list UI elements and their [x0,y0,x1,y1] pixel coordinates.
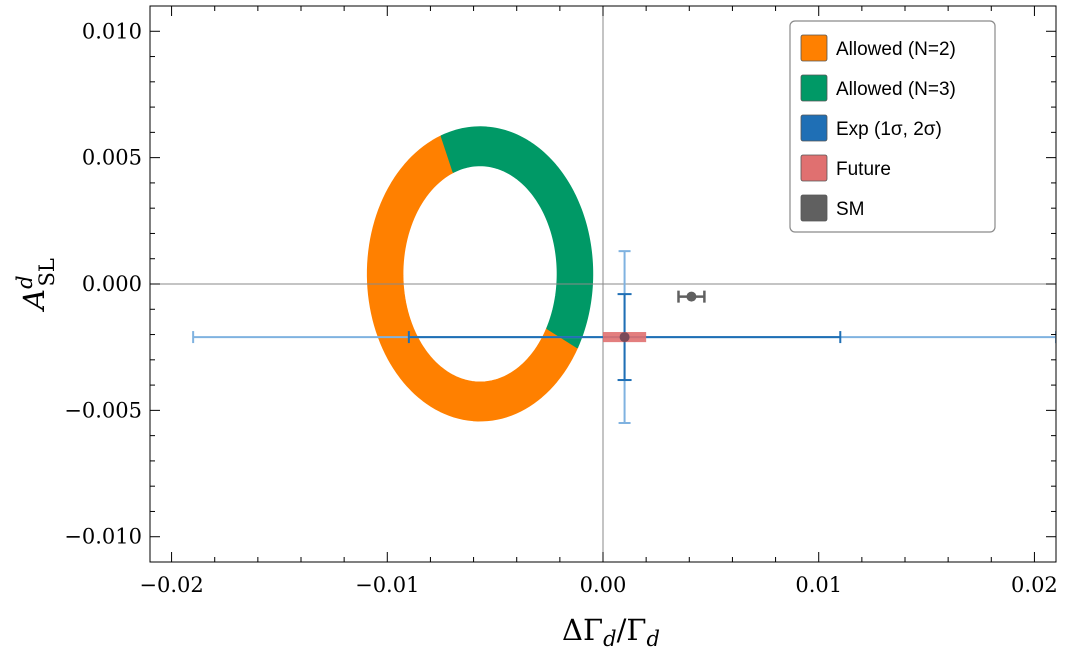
exp-central-point [619,332,630,343]
legend-swatch-sm [800,194,828,222]
legend-swatch-allowed-n-2 [800,34,828,62]
marker-layer [192,250,1056,424]
reference-lines [150,6,1056,562]
ring-allowed-n-3 [440,126,594,349]
legend-swatch-exp-1-2 [800,114,828,142]
y-tick-label: 0.005 [82,146,142,170]
x-tick-label: 0.00 [580,573,627,597]
legend-swatch-future [800,154,828,182]
legend-label-allowed-n-2: Allowed (N=2) [836,39,956,60]
legend: Allowed (N=2) Allowed (N=3) Exp (1σ, 2σ) Fu… [789,20,996,233]
y-axis-label: AdSL [13,258,59,313]
y-tick-label: 0.010 [82,19,142,43]
x-tick-label: 0.02 [1011,573,1058,597]
x-tick-label: 0.01 [795,573,842,597]
legend-label-sm: SM [836,199,865,220]
axes: −0.02 −0.01 0.00 0.01 0.02 0.010 0.005 0.000 −0.… [13,5,1058,649]
series-layer [366,126,594,422]
chart-layers: −0.02 −0.01 0.00 0.01 0.02 0.010 0.005 0.000 −0.… [13,5,1058,649]
legend-label-allowed-n-3: Allowed (N=3) [836,79,956,100]
y-tick-label: 0.000 [82,272,142,296]
x-tick-label: −0.01 [355,573,419,597]
legend-label-future: Future [836,159,891,180]
legend-swatch-allowed-n-3 [800,74,828,102]
x-axis-label: ΔΓd/Γd [562,613,660,649]
x-tick-label: −0.02 [139,573,203,597]
y-tick-label: −0.010 [64,525,142,549]
legend-box [789,20,996,233]
y-tick-label: −0.005 [64,398,142,422]
sm-point [686,291,697,302]
legend-label-exp-1-2: Exp (1σ, 2σ) [836,119,942,140]
